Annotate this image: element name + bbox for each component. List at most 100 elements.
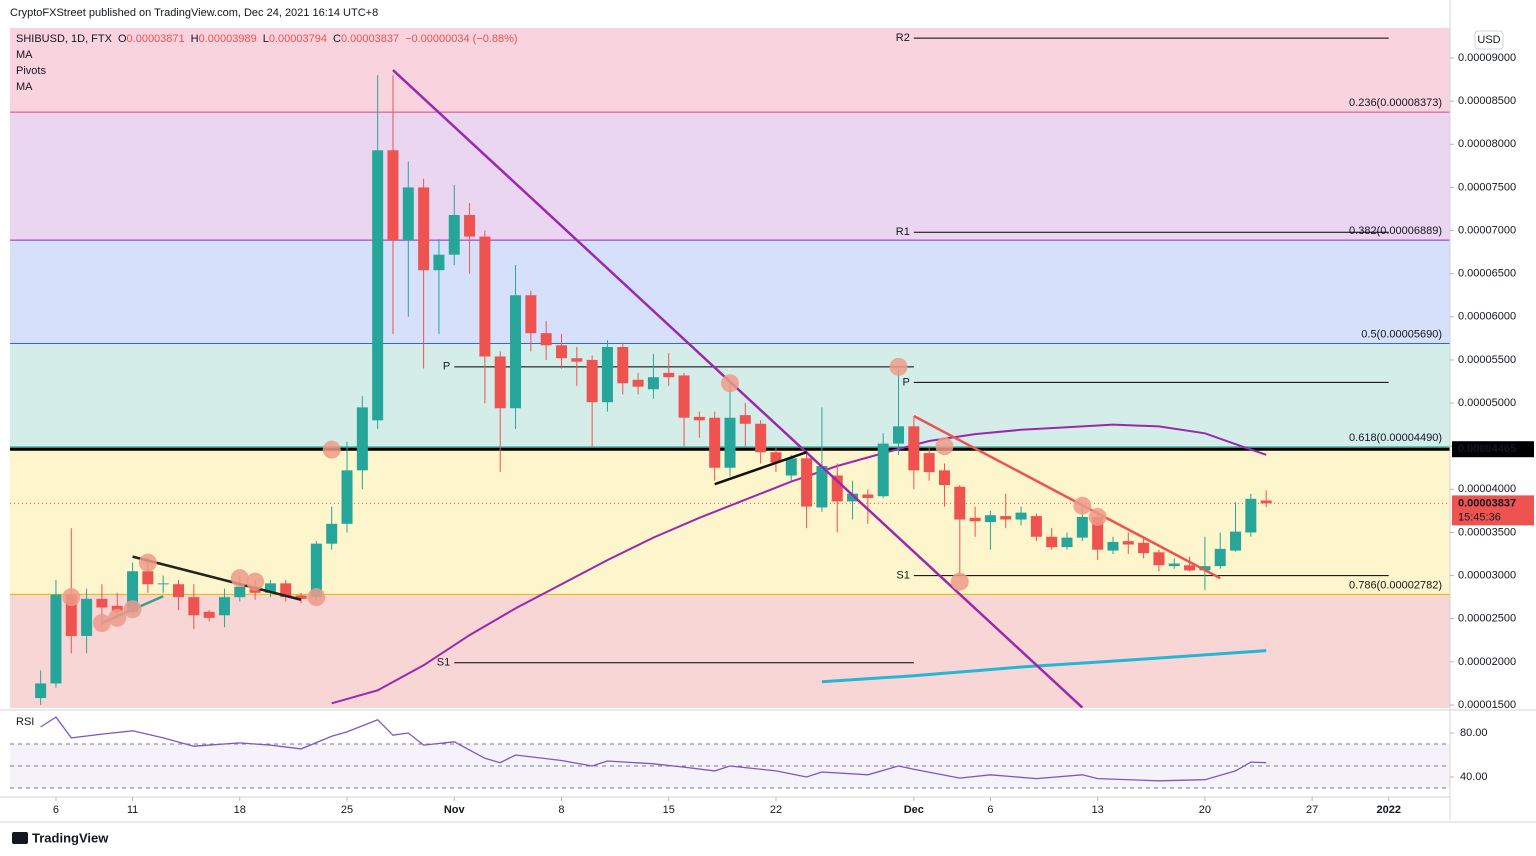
y-tick-label: 0.00009000 xyxy=(1458,52,1516,64)
candle-body xyxy=(448,215,460,255)
candle-body xyxy=(984,515,996,523)
pivot-label: R1 xyxy=(896,226,910,238)
brand: TradingView xyxy=(32,830,109,845)
candle-body xyxy=(387,150,399,241)
x-tick-label: 13 xyxy=(1092,804,1104,816)
candle-body xyxy=(770,452,782,463)
highlight xyxy=(1088,507,1107,526)
price-pane: 0.236(0.00008373) 0.382(0.00006889) 0.5(0.… xyxy=(10,28,1450,708)
candle-body xyxy=(372,150,384,421)
candle-body xyxy=(35,683,47,699)
fib-zone xyxy=(10,240,1450,344)
x-tick-label: Dec xyxy=(904,804,924,816)
highlight xyxy=(950,572,969,591)
highlight xyxy=(721,374,739,393)
rsi-tick-label: 80.00 xyxy=(1460,727,1488,739)
candle-body xyxy=(1000,516,1012,520)
candle-body xyxy=(954,486,966,520)
last-price-tag xyxy=(1452,495,1534,526)
candle-body xyxy=(1245,498,1257,533)
candle-body xyxy=(341,470,353,524)
y-tick-label: 0.00003000 xyxy=(1458,569,1516,581)
candle-body xyxy=(1168,563,1180,567)
candle-body xyxy=(647,377,659,390)
candle-body xyxy=(877,443,889,497)
moving-average xyxy=(821,649,1267,684)
candle-body xyxy=(755,423,767,453)
candle-body xyxy=(1214,548,1226,567)
pivot-label: P xyxy=(443,361,450,373)
candle-body xyxy=(709,417,721,468)
fib-label: 0.618(0.00004490) xyxy=(1349,432,1442,444)
brand-logo xyxy=(12,832,28,844)
ohlc-label: H xyxy=(191,33,199,45)
highlight xyxy=(889,357,908,376)
candle-body xyxy=(1107,541,1119,551)
highlight xyxy=(138,553,157,572)
x-tick-label: 11 xyxy=(127,804,138,816)
y-tick-label: 0.00001500 xyxy=(1458,699,1516,711)
candle-body xyxy=(81,598,93,636)
candle-body xyxy=(1092,516,1104,550)
fib-zone xyxy=(10,594,1450,708)
candle-body xyxy=(1260,500,1272,504)
highlight xyxy=(935,437,954,456)
candle-body xyxy=(785,458,797,476)
indicator-label[interactable]: Pivots xyxy=(16,65,46,77)
candle-body xyxy=(1122,541,1134,545)
rsi-pane xyxy=(0,709,1536,789)
y-tick-label: 0.00005500 xyxy=(1458,354,1516,366)
rsi-clip xyxy=(40,716,1267,782)
close-value: 0.00003837 xyxy=(341,33,399,45)
countdown: 15:45:36 xyxy=(1458,511,1501,523)
candle-body xyxy=(494,356,506,409)
candle-body xyxy=(1138,542,1150,554)
highlight xyxy=(230,569,249,588)
candle-body xyxy=(617,346,629,384)
candle-body xyxy=(157,583,169,585)
x-tick-label: 8 xyxy=(558,804,564,816)
candle-body xyxy=(1046,536,1058,548)
candle-body xyxy=(801,458,813,507)
candle-body xyxy=(601,346,613,403)
rsi-line xyxy=(40,716,1267,782)
y-tick-label: 0.00008500 xyxy=(1458,95,1516,107)
candle-body xyxy=(938,470,950,486)
candle-body xyxy=(142,571,154,585)
x-tick-label: 22 xyxy=(770,804,782,816)
highlight xyxy=(92,614,111,633)
highlight xyxy=(123,600,142,619)
x-tick-label: 18 xyxy=(234,804,246,816)
x-tick-label: 20 xyxy=(1199,804,1211,816)
currency[interactable]: USD xyxy=(1477,34,1500,46)
ohlc-label: O xyxy=(118,33,127,45)
candle-body xyxy=(1076,516,1088,538)
y-tick-label: 0.00005000 xyxy=(1458,397,1516,409)
change: −0.00000034 (−0.88%) xyxy=(405,33,518,45)
indicator-label[interactable]: MA xyxy=(16,81,33,93)
indicator-label[interactable]: MA xyxy=(16,49,33,61)
y-tick-label: 0.00002500 xyxy=(1458,613,1516,625)
candle-body xyxy=(678,375,690,418)
candle-body xyxy=(218,597,230,616)
candle-body xyxy=(295,595,307,599)
highlight xyxy=(307,588,326,607)
fib-zone xyxy=(10,28,1450,113)
pivot-label: R2 xyxy=(896,32,910,44)
candle-body xyxy=(402,187,414,241)
candle-body xyxy=(847,493,859,502)
x-tick-label: 25 xyxy=(341,804,353,816)
candle-body xyxy=(1030,516,1042,537)
rsi-label[interactable]: RSI xyxy=(16,716,34,728)
currency-box[interactable] xyxy=(1474,30,1504,50)
y-tick-label: 0.00004000 xyxy=(1458,483,1516,495)
candle-body xyxy=(96,598,108,608)
candle-body xyxy=(310,543,322,598)
candle-body xyxy=(418,187,430,271)
candle-body xyxy=(923,453,935,473)
candle-body xyxy=(280,583,292,598)
candle-body xyxy=(724,417,736,468)
trendline xyxy=(132,555,302,601)
candle-body xyxy=(188,597,200,616)
x-tick-label: 6 xyxy=(53,804,59,816)
